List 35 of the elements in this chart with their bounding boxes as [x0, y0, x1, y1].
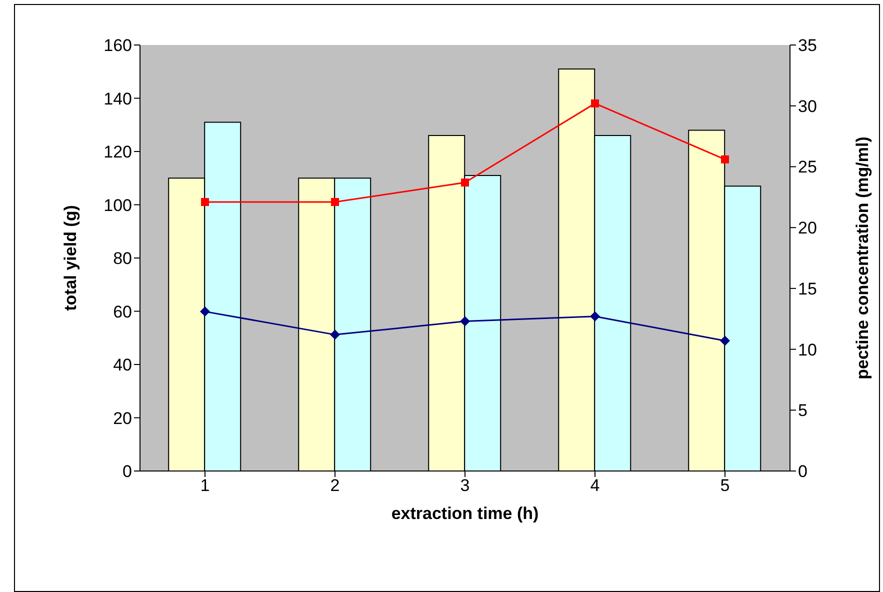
point [721, 155, 729, 164]
y2-tick-label: 20 [798, 218, 817, 238]
x-tick-label: 4 [590, 476, 600, 496]
point [460, 316, 470, 326]
x-tick-label: 2 [330, 476, 340, 496]
y-tick-label: 80 [113, 249, 132, 268]
y2-tick-label: 30 [798, 96, 817, 116]
point [720, 336, 730, 346]
y-tick-label: 0 [122, 462, 132, 482]
point [201, 198, 209, 206]
y-tick-label: 40 [113, 356, 132, 375]
y-tick-label: 60 [113, 302, 132, 322]
x-tick-label: 1 [200, 476, 210, 496]
point [200, 306, 210, 317]
y-axis-title: total yield (g) [61, 205, 80, 311]
y-tick-label: 160 [104, 36, 132, 56]
y2-tick-label: 25 [798, 158, 817, 177]
y2-tick-label: 15 [798, 279, 817, 298]
x-tick-label: 5 [720, 476, 730, 496]
point [590, 311, 600, 322]
point [331, 198, 339, 206]
y2-axis-title: pectine concentration (mg/ml) [853, 136, 872, 380]
y2-tick-label: 0 [798, 462, 808, 482]
y2-tick-label: 5 [798, 401, 808, 420]
point [461, 178, 469, 187]
point [591, 99, 599, 108]
y2-tick-label: 35 [798, 36, 817, 56]
y-tick-label: 20 [113, 408, 132, 428]
x-tick-label: 3 [460, 476, 470, 496]
y-tick-label: 100 [104, 196, 132, 215]
y2-tick-label: 10 [798, 340, 817, 360]
y-tick-label: 120 [104, 142, 132, 162]
point [330, 330, 340, 340]
x-axis-title: extraction time (h) [391, 504, 539, 523]
y-tick-label: 140 [104, 89, 132, 108]
